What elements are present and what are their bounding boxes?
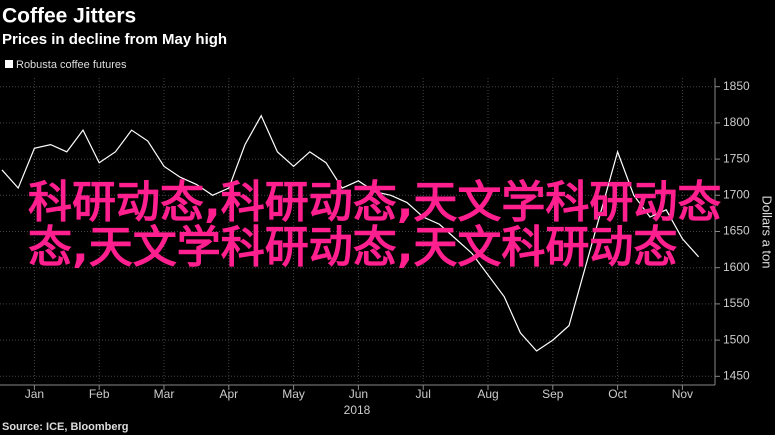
y-tick-label: 1750 <box>723 151 750 165</box>
watermark: 态,天文学科研动态,天文科研动态 <box>28 222 677 273</box>
y-tick-label: 1450 <box>723 368 750 382</box>
x-tick-label: May <box>282 387 305 401</box>
chart-title: Coffee Jitters <box>2 5 136 28</box>
legend-swatch <box>5 60 13 68</box>
x-tick-label: Oct <box>608 387 627 401</box>
x-tick-label: Feb <box>89 387 110 401</box>
x-tick-label: Jul <box>416 387 431 401</box>
x-tick-label: Nov <box>672 387 693 401</box>
x-tick-label: Sep <box>542 387 564 401</box>
x-tick-label: Jun <box>349 387 368 401</box>
x-axis-label: 2018 <box>344 403 371 417</box>
legend-label: Robusta coffee futures <box>16 59 127 71</box>
watermark: 科研动态,科研动态,天文学科研动态 <box>28 177 721 228</box>
chart-subtitle: Prices in decline from May high <box>2 31 227 48</box>
x-tick-label: Aug <box>477 387 498 401</box>
y-tick-label: 1650 <box>723 224 750 238</box>
y-tick-label: 1500 <box>723 332 750 346</box>
line-series <box>1 114 700 352</box>
y-tick-label: 1800 <box>723 115 750 129</box>
x-tick-label: Jan <box>25 387 44 401</box>
y-axis-label: Dollars a ton <box>760 196 775 269</box>
y-tick-label: 1700 <box>723 187 750 201</box>
y-tick-label: 1850 <box>723 79 750 93</box>
source: Source: ICE, Bloomberg <box>2 421 129 433</box>
x-tick-label: Apr <box>219 387 238 401</box>
y-tick-label: 1600 <box>723 260 750 274</box>
x-tick-label: Mar <box>154 387 175 401</box>
y-tick-label: 1550 <box>723 296 750 310</box>
